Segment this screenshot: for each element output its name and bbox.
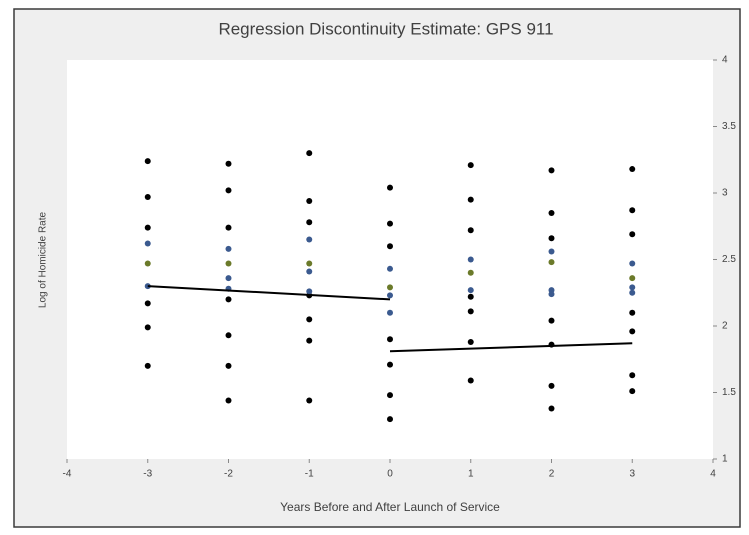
y-tick-label: 2.5 bbox=[722, 254, 736, 265]
regression-line bbox=[389, 342, 633, 353]
point bbox=[467, 287, 474, 294]
point bbox=[306, 236, 313, 243]
point bbox=[225, 160, 232, 167]
point bbox=[548, 248, 555, 255]
point bbox=[467, 256, 474, 263]
point bbox=[225, 224, 232, 231]
x-tick-label: -4 bbox=[63, 469, 72, 480]
point bbox=[387, 265, 393, 272]
point bbox=[387, 292, 393, 299]
x-tick-label: 4 bbox=[710, 469, 716, 480]
point bbox=[387, 284, 393, 291]
point bbox=[548, 235, 555, 242]
point bbox=[225, 296, 232, 303]
point bbox=[225, 332, 232, 339]
regression-line bbox=[147, 285, 391, 301]
y-tick-label: 1.5 bbox=[722, 387, 736, 398]
point bbox=[548, 405, 555, 412]
point bbox=[467, 269, 474, 276]
x-axis-label: Years Before and After Launch of Service bbox=[280, 500, 500, 514]
point bbox=[548, 259, 555, 266]
point bbox=[144, 224, 151, 231]
point bbox=[225, 187, 232, 194]
point bbox=[306, 260, 313, 267]
plot-area bbox=[67, 60, 713, 459]
chart-title: Regression Discontinuity Estimate: GPS 9… bbox=[218, 19, 553, 38]
point bbox=[225, 362, 232, 369]
point bbox=[548, 382, 555, 389]
point bbox=[467, 377, 474, 384]
point bbox=[144, 324, 151, 331]
x-tick-label: 1 bbox=[468, 469, 474, 480]
point bbox=[467, 293, 474, 300]
y-tick-label: 1 bbox=[722, 454, 728, 465]
point bbox=[387, 309, 393, 316]
point bbox=[387, 361, 393, 368]
point bbox=[467, 196, 474, 203]
point bbox=[387, 243, 393, 250]
x-tick-label: -2 bbox=[224, 469, 233, 480]
y-tick-label: 2 bbox=[722, 321, 728, 332]
point bbox=[144, 362, 151, 369]
point bbox=[306, 288, 313, 295]
x-tick-label: 3 bbox=[629, 469, 635, 480]
point bbox=[629, 289, 636, 296]
point bbox=[467, 338, 474, 345]
point bbox=[629, 207, 636, 214]
point bbox=[144, 260, 151, 267]
point bbox=[629, 309, 636, 316]
x-tick-label: -3 bbox=[143, 469, 152, 480]
point bbox=[144, 193, 151, 200]
point bbox=[629, 372, 636, 379]
point bbox=[387, 416, 393, 423]
point bbox=[225, 397, 232, 404]
y-tick-label: 3 bbox=[722, 188, 728, 199]
point bbox=[144, 158, 151, 165]
point bbox=[467, 308, 474, 315]
point bbox=[387, 184, 393, 191]
x-tick-label: -1 bbox=[305, 469, 314, 480]
point bbox=[548, 291, 555, 298]
point bbox=[225, 275, 232, 282]
point bbox=[629, 328, 636, 335]
point bbox=[548, 317, 555, 324]
point bbox=[387, 220, 393, 227]
y-tick-label: 3.5 bbox=[722, 121, 736, 132]
point bbox=[629, 388, 636, 395]
point bbox=[306, 219, 313, 226]
point bbox=[629, 260, 636, 267]
point bbox=[306, 197, 313, 204]
point bbox=[467, 162, 474, 169]
point bbox=[306, 397, 313, 404]
point bbox=[144, 240, 151, 247]
y-axis-label: Log of Homicide Rate bbox=[38, 211, 49, 308]
point bbox=[629, 284, 636, 291]
point bbox=[629, 166, 636, 173]
point bbox=[548, 209, 555, 216]
y-tick-label: 4 bbox=[722, 55, 728, 66]
point bbox=[306, 316, 313, 323]
point bbox=[629, 231, 636, 238]
point bbox=[225, 245, 232, 252]
point bbox=[387, 336, 393, 343]
point bbox=[225, 260, 232, 267]
point bbox=[629, 275, 636, 282]
point bbox=[144, 300, 151, 307]
point bbox=[387, 392, 393, 399]
x-tick-label: 2 bbox=[549, 469, 555, 480]
point bbox=[548, 167, 555, 174]
x-tick-label: 0 bbox=[387, 469, 393, 480]
point bbox=[467, 227, 474, 234]
point bbox=[306, 268, 313, 275]
point bbox=[306, 150, 313, 157]
point bbox=[306, 337, 313, 344]
